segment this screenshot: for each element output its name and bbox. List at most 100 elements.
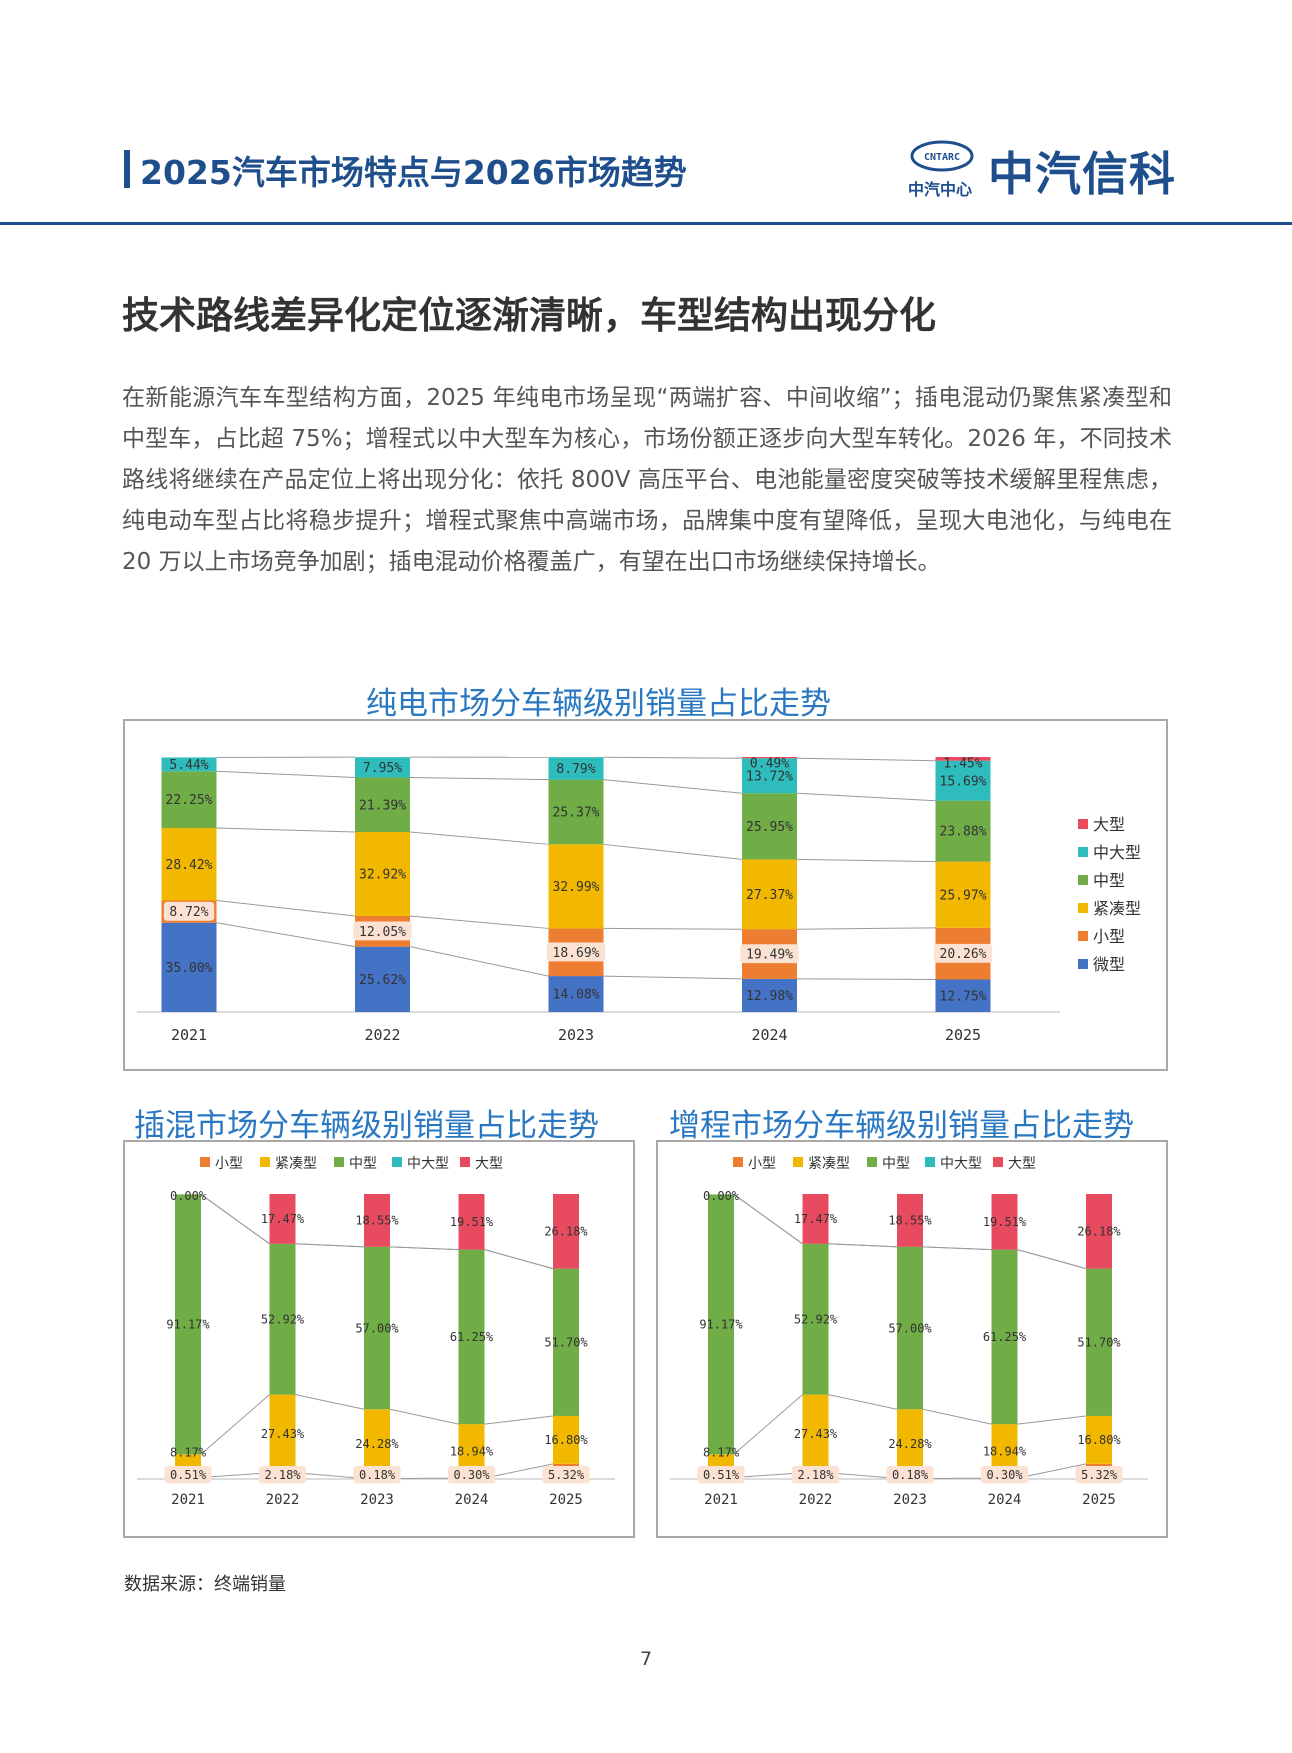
legend-label-large: 大型 bbox=[475, 1156, 503, 1172]
logo-main-text: 中汽信科 bbox=[988, 147, 1176, 201]
data-label-mid-large-2021: 5.44% bbox=[169, 758, 208, 773]
data-label-compact-2022: 27.43% bbox=[794, 1427, 838, 1441]
series-connector-line bbox=[603, 756, 743, 759]
data-label-small-2021: 0.51% bbox=[703, 1468, 740, 1482]
x-tick-2023: 2023 bbox=[893, 1492, 927, 1508]
legend-swatch-midsize bbox=[1078, 875, 1088, 885]
bar-midsize-2023 bbox=[548, 779, 604, 845]
bar-midsize-2025 bbox=[553, 1268, 579, 1416]
bar-midsize-2021 bbox=[708, 1194, 734, 1455]
legend-swatch-mid-large bbox=[392, 1157, 402, 1167]
chart-title-phev: 插混市场分车辆级别销量占比走势 bbox=[134, 1108, 599, 1144]
legend-label-large: 大型 bbox=[1008, 1156, 1036, 1172]
data-label-small-2024: 19.49% bbox=[746, 948, 793, 963]
series-connector-line bbox=[922, 1246, 992, 1251]
bar-midsize-2022 bbox=[802, 1243, 829, 1395]
data-label-midsize-2022: 21.39% bbox=[359, 798, 406, 813]
legend-swatch-compact bbox=[260, 1157, 270, 1167]
legend-label-midsize: 中型 bbox=[882, 1156, 910, 1172]
chart-legend: 小型 紧凑型 中型 中大型 大型 bbox=[733, 1155, 1036, 1172]
bar-micro-2021 bbox=[161, 922, 217, 1012]
chart-erev-svg: 0.51% 2.18% 0.18% 0.30% 5.32% 8.17% 27.43% 24.2… bbox=[670, 1155, 1148, 1508]
data-label-small-2024: 0.30% bbox=[986, 1468, 1023, 1482]
data-label-small-2021: 0.51% bbox=[170, 1468, 207, 1482]
series-connector-line bbox=[409, 831, 549, 845]
data-label-small-2025: 5.32% bbox=[1081, 1468, 1118, 1482]
data-label-bg bbox=[164, 1466, 212, 1484]
data-label-midsize-2023: 25.37% bbox=[553, 806, 600, 821]
series-connector-line bbox=[216, 770, 356, 778]
series-connector-line bbox=[828, 1243, 898, 1248]
series-connector-line bbox=[409, 915, 549, 929]
data-label-small-2022: 2.18% bbox=[264, 1468, 301, 1482]
series-connector-line bbox=[796, 858, 936, 863]
legend-label-large: 大型 bbox=[1093, 815, 1125, 834]
x-tick-2021: 2021 bbox=[171, 1026, 207, 1044]
page-number: 7 bbox=[639, 1648, 653, 1670]
data-label-compact-2024: 27.37% bbox=[746, 888, 793, 903]
legend-label-compact: 紧凑型 bbox=[275, 1155, 317, 1172]
legend-label-small: 小型 bbox=[215, 1156, 243, 1172]
legend-swatch-compact bbox=[1078, 903, 1088, 913]
data-label-midsize-2025: 51.70% bbox=[1077, 1335, 1121, 1349]
series-connector-line bbox=[796, 757, 936, 762]
data-label-midsize-2023: 57.00% bbox=[355, 1321, 399, 1335]
x-tick-2025: 2025 bbox=[945, 1026, 981, 1044]
data-label-midsize-2021: 22.25% bbox=[166, 793, 213, 808]
bar-large-2025 bbox=[935, 757, 991, 761]
bar-midsize-2024 bbox=[991, 1249, 1018, 1425]
legend-label-micro: 微型 bbox=[1093, 955, 1125, 974]
header-divider bbox=[0, 222, 1292, 225]
data-label-small-2022: 2.18% bbox=[797, 1468, 834, 1482]
bar-midsize-2023 bbox=[897, 1246, 923, 1410]
bar-large-2025 bbox=[553, 1194, 579, 1269]
bar-micro-2022 bbox=[355, 946, 410, 1012]
series-connector-line bbox=[295, 1472, 365, 1479]
legend-label-small: 小型 bbox=[1093, 927, 1125, 946]
series-connector-line bbox=[295, 1394, 365, 1410]
series-connector-line bbox=[1017, 1415, 1087, 1425]
legend-label-compact: 紧凑型 bbox=[1093, 899, 1141, 918]
legend-label-midsize: 中型 bbox=[1093, 871, 1125, 890]
series-connector-line bbox=[733, 1394, 803, 1455]
data-label-midsize-2024: 61.25% bbox=[983, 1330, 1027, 1344]
data-label-bg bbox=[546, 942, 606, 962]
chart-bev: 35.00% 25.62% 14.08% 12.98% 12.75% 8.72% 12.05… bbox=[123, 719, 1168, 1071]
data-label-large-2023: 18.55% bbox=[355, 1214, 399, 1228]
x-tick-2021: 2021 bbox=[171, 1492, 205, 1508]
data-label-bg bbox=[542, 1466, 590, 1484]
bar-compact-2022 bbox=[355, 831, 410, 916]
legend-swatch-small bbox=[1078, 931, 1088, 941]
series-connector-line bbox=[922, 1408, 992, 1425]
series-connector-line bbox=[603, 927, 743, 930]
data-label-compact-2024: 18.94% bbox=[450, 1444, 494, 1458]
section-title: 技术路线差异化定位逐渐清晰，车型结构出现分化 bbox=[122, 294, 936, 337]
data-label-bg bbox=[353, 921, 412, 941]
data-label-compact-2021: 8.17% bbox=[170, 1445, 207, 1459]
data-label-bg bbox=[791, 1466, 840, 1484]
header-title: 2025汽车市场特点与2026市场趋势 bbox=[140, 153, 687, 192]
bar-large-2024 bbox=[458, 1194, 485, 1250]
legend-label-midsize: 中型 bbox=[349, 1156, 377, 1172]
data-label-mid-large-2024: 13.72% bbox=[746, 769, 793, 784]
logo-icon: CNTARC bbox=[910, 140, 974, 172]
data-label-bg bbox=[258, 1466, 307, 1484]
data-label-micro-2024: 12.98% bbox=[746, 989, 793, 1004]
data-label-large-2023: 18.55% bbox=[888, 1214, 932, 1228]
data-label-small-2023: 0.18% bbox=[359, 1468, 396, 1482]
data-label-compact-2023: 32.99% bbox=[553, 880, 600, 895]
series-connector-line bbox=[603, 779, 743, 794]
data-label-bg bbox=[980, 1466, 1029, 1484]
legend-label-mid-large: 中大型 bbox=[940, 1156, 982, 1172]
legend-label-mid-large: 中大型 bbox=[1093, 843, 1141, 862]
data-label-compact-2023: 24.28% bbox=[888, 1437, 932, 1451]
x-tick-2023: 2023 bbox=[558, 1026, 594, 1044]
series-connector-line bbox=[484, 1415, 554, 1425]
data-label-large-2025: 26.18% bbox=[544, 1225, 588, 1239]
series-connector-line bbox=[200, 1472, 270, 1479]
series-connector-line bbox=[216, 827, 356, 833]
series-connector-line bbox=[389, 1408, 459, 1425]
data-label-bg bbox=[447, 1466, 496, 1484]
data-label-bg bbox=[1075, 1466, 1123, 1484]
series-connector-line bbox=[409, 776, 549, 781]
